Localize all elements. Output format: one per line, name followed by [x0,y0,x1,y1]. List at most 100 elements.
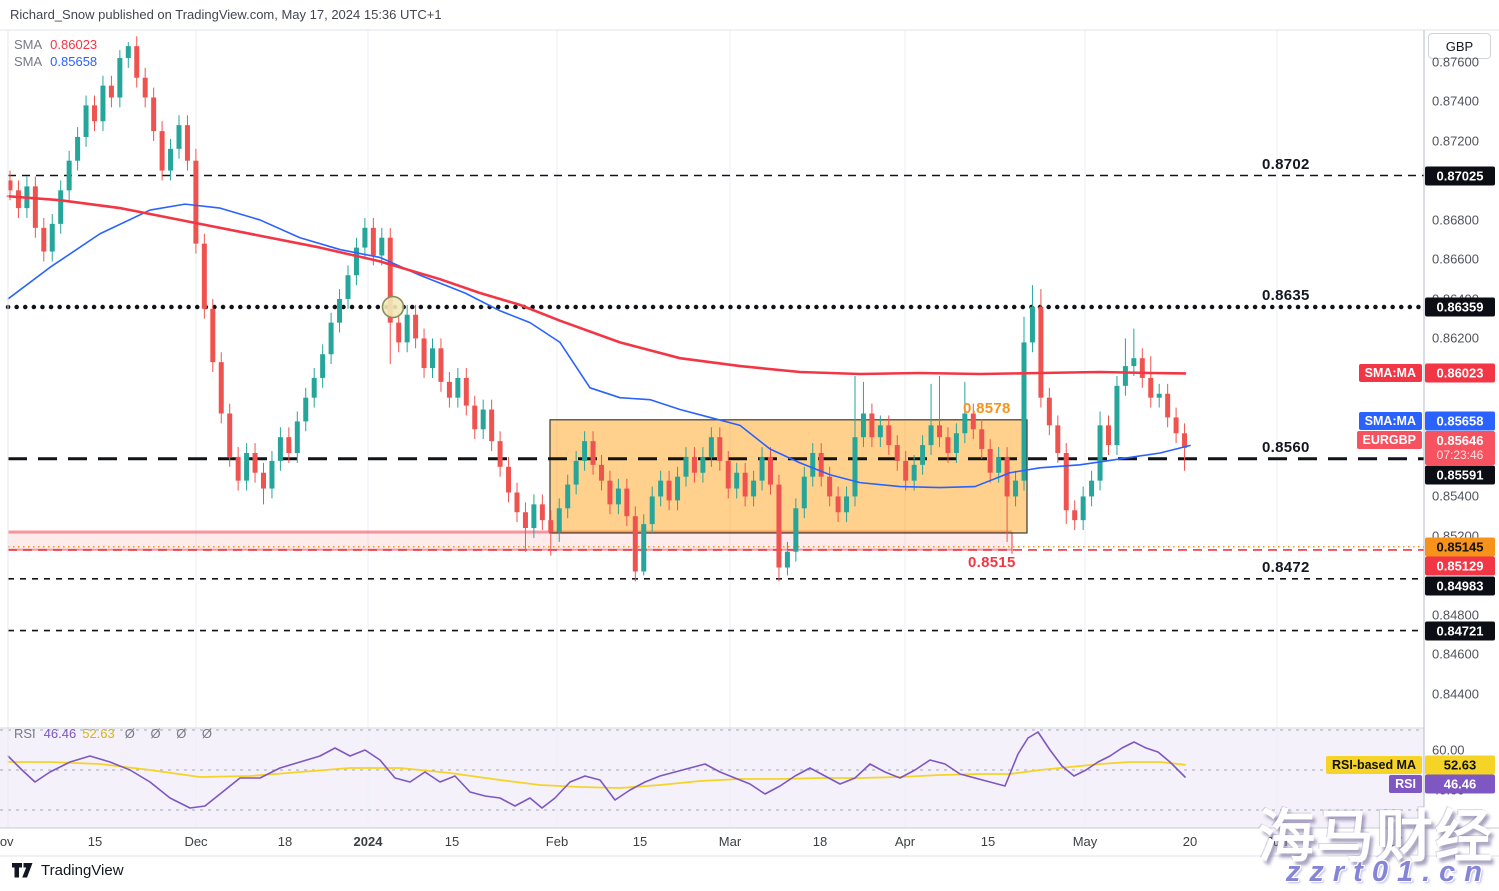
candle-body [506,466,512,493]
price-badge-lvl-86359: 0.86359 [1425,297,1495,317]
candle-body [193,160,199,244]
candle-body [1038,306,1044,398]
candle-body [641,524,647,572]
footer-brand[interactable]: TradingView [12,862,124,879]
candle-body [573,460,579,485]
candle-body [218,362,224,414]
axis-left-label-sma-red: SMA:MA [1358,364,1422,383]
candle-body [446,381,452,398]
price-badge-lvl-84721: 0.84721 [1425,621,1495,641]
candle-body [683,456,689,477]
rsi-value: 46.46 [43,726,77,741]
price-axis-tick: 0.85400 [1432,488,1479,504]
rsi-label: RSI [14,726,36,741]
time-axis-tick: Nov [0,834,14,849]
candle-body [624,488,630,517]
price-axis-tick: 0.86200 [1432,330,1479,346]
rsi-axis-tick: 60.00 [1432,742,1465,758]
candle-body [903,460,909,481]
candle-body [396,322,402,343]
sma-fast-line [7,203,1191,489]
chart-level-label: 0.8472 [1262,558,1310,576]
sma-fast-label: SMA [14,54,43,69]
candle-body [514,492,520,513]
candle-body [928,425,934,446]
candle-body [920,445,926,465]
chart-level-label: 0.8635 [1262,287,1310,305]
chart-level-label: 0.8515 [968,553,1016,571]
time-axis-tick: 18 [277,834,293,849]
candle-body [996,456,1002,473]
publish-header: Richard_Snow published on TradingView.co… [10,7,442,22]
candle-body [784,551,790,568]
candle-body [455,377,461,398]
candle-body [953,433,959,453]
candle-body [700,456,706,473]
candle-body [235,456,241,481]
rsi-null-values: Ø Ø Ø Ø [124,726,219,741]
tradingview-logo-icon [12,863,33,878]
price-axis-tick: 0.84400 [1432,686,1479,702]
time-axis-tick: 2024 [353,834,383,849]
candle-body [379,237,385,256]
candle-body [886,425,892,446]
candle-body [675,476,681,501]
currency-button[interactable]: GBP [1428,33,1491,59]
candle-body [227,413,233,457]
candle-body [708,437,714,457]
footer-brand-text: TradingView [41,862,124,879]
candle-body [337,298,343,323]
candle-body [1089,480,1095,497]
candle-body [362,227,368,248]
time-axis-tick: Dec [184,834,208,849]
price-badge-rsi: 46.46 [1425,774,1495,794]
candle-body [353,247,359,276]
candle-body [489,409,495,442]
candle-body [691,456,697,473]
candle-body [184,125,190,161]
candle-body [92,105,97,122]
candle-body [599,464,604,481]
candle-body [345,275,351,299]
candle-body [801,476,807,509]
candle-body [793,508,799,552]
candle-body [151,97,157,132]
rsi-ma-value: 52.63 [82,726,115,741]
candle-body [1122,366,1128,386]
candle-body [252,452,258,473]
candle-body [32,186,38,228]
candle-body [100,85,106,122]
candle-body [463,377,469,406]
candle-body [632,516,638,572]
time-axis-tick: 18 [812,834,828,849]
candle-body [894,445,900,461]
axis-left-label-rsi-ma: RSI-based MA [1325,755,1422,774]
price-badge-lvl-85145: 0.85145 [1425,537,1495,557]
candle-body [1013,480,1019,497]
candle-body [937,425,942,438]
time-axis-tick: Mar [718,834,742,849]
candle-body [852,437,858,497]
candle-body [421,338,427,369]
rsi-line [7,731,1186,809]
candle-body [125,46,131,58]
candle-body [911,464,917,481]
candle-body [522,512,528,529]
candle-body [277,437,283,461]
candle-body [987,449,993,473]
candle-body [658,480,664,497]
candle-body [810,452,816,477]
time-axis-tick: 20 [1182,834,1198,849]
time-axis-tick: 15 [87,834,103,849]
candle-body [201,243,207,309]
candle-body [497,441,503,467]
candle-body [41,227,47,252]
candle-body [877,425,883,438]
candle-body [531,504,537,529]
sma-slow-label: SMA [14,37,43,52]
circle-annotation [381,295,405,319]
candle-body [759,456,765,481]
candle-body [311,377,317,398]
